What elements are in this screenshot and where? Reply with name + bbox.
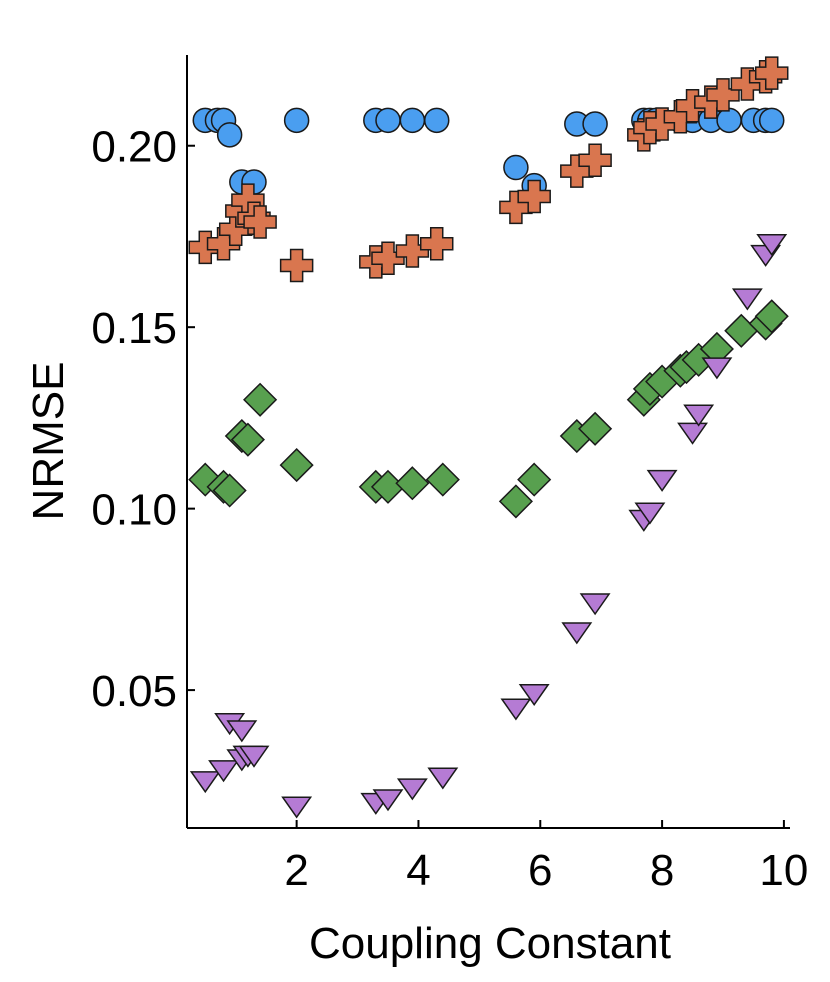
x-tick-label: 4 — [406, 846, 430, 895]
triangle-down-point — [561, 622, 593, 645]
triangle-down-point — [579, 593, 611, 616]
series-diamond — [188, 299, 789, 519]
diamond-point — [754, 299, 789, 334]
triangle-down-point — [427, 767, 459, 790]
plus-point — [578, 143, 612, 177]
x-tick-label: 8 — [650, 846, 674, 895]
triangle-down-point — [281, 796, 313, 819]
triangle-down-point — [646, 469, 678, 492]
plus-point — [754, 56, 789, 90]
triangle-down-point — [683, 404, 715, 427]
diamond-point — [498, 484, 533, 519]
circle-point — [582, 111, 608, 137]
plus-point — [243, 205, 277, 239]
diamond-point — [425, 462, 460, 497]
plus-point — [419, 226, 454, 261]
diamond-point — [395, 466, 430, 501]
triangle-down-point — [634, 502, 666, 525]
circle-point — [375, 107, 401, 134]
plus-point — [371, 241, 405, 275]
triangle-down-point — [500, 698, 532, 721]
triangle-down-point — [189, 771, 221, 794]
plus-point — [279, 248, 314, 283]
y-tick-label: 0.20 — [91, 123, 177, 172]
circle-point — [283, 107, 310, 134]
series-triangle-down — [189, 233, 788, 819]
circle-point — [503, 154, 529, 181]
circle-point — [216, 122, 243, 148]
x-tick-label: 10 — [759, 846, 808, 895]
y-tick-label: 0.15 — [91, 304, 177, 353]
x-axis-label: Coupling Constant — [309, 919, 671, 968]
circle-point — [758, 107, 785, 134]
plus-point — [517, 179, 551, 214]
triangle-down-point — [701, 357, 733, 380]
x-tick-label: 2 — [284, 846, 308, 895]
diamond-point — [243, 382, 278, 417]
diamond-point — [230, 422, 265, 457]
triangle-down-point — [731, 288, 763, 311]
plus-point — [395, 234, 430, 268]
diamond-point — [724, 313, 759, 348]
y-axis-label: NRMSE — [24, 362, 73, 521]
triangle-down-point — [756, 233, 788, 257]
triangle-down-point — [396, 778, 428, 801]
x-tick-label: 6 — [528, 846, 552, 895]
circle-point — [399, 107, 426, 134]
ticks: 2 4 6 8 10 0.05 0.10 0.15 0.20 — [91, 123, 808, 895]
series-plus — [188, 56, 789, 283]
diamond-point — [578, 411, 613, 446]
triangle-down-point — [518, 683, 550, 707]
diamond-point — [212, 473, 247, 508]
triangle-down-point — [226, 720, 258, 743]
y-tick-label: 0.10 — [91, 486, 177, 535]
triangle-down-point — [238, 745, 270, 768]
triangle-down-point — [372, 789, 404, 812]
y-tick-label: 0.05 — [91, 667, 177, 716]
diamond-point — [279, 448, 314, 483]
circle-point — [716, 107, 742, 134]
axes — [186, 55, 790, 829]
diamond-point — [517, 462, 552, 497]
plus-point — [706, 78, 740, 112]
triangle-down-point — [208, 760, 239, 783]
circle-point — [423, 107, 450, 134]
data-marks — [188, 56, 789, 819]
triangle-down-point — [677, 422, 708, 445]
